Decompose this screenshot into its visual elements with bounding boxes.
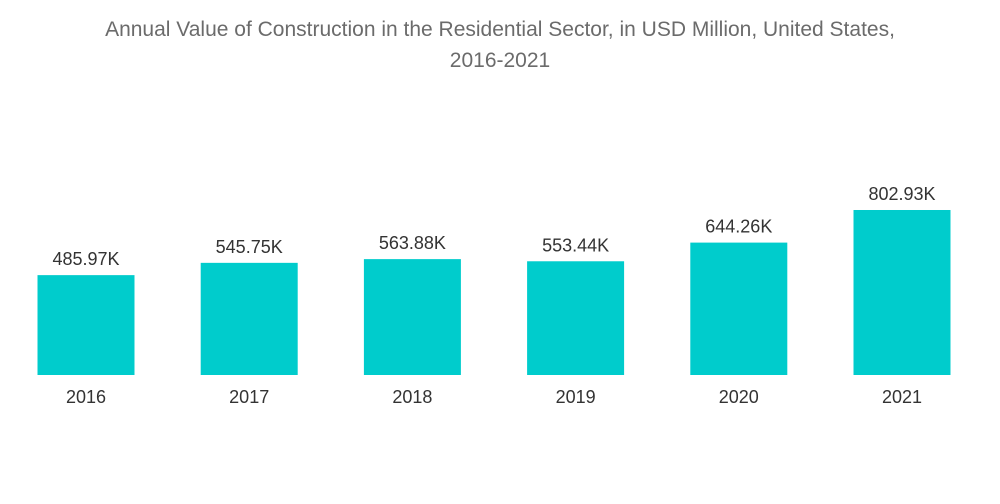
chart-title-line-2: 2016-2021 (449, 49, 551, 72)
bar-2016 (37, 275, 135, 375)
x-tick-label-2016: 2016 (66, 387, 106, 407)
x-tick-label-2021: 2021 (882, 387, 922, 407)
x-tick-label-2020: 2020 (719, 387, 759, 407)
bar-2020 (690, 242, 788, 375)
x-tick-label-2018: 2018 (392, 387, 432, 407)
value-label-2016: 485.97K (52, 249, 119, 269)
bar-2019 (527, 261, 625, 375)
x-tick-label-2017: 2017 (229, 387, 269, 407)
value-label-2018: 563.88K (379, 233, 446, 253)
bar-2017 (200, 262, 298, 375)
value-label-2017: 545.75K (216, 237, 283, 257)
value-label-2021: 802.93K (868, 184, 935, 204)
bar-2021 (853, 209, 951, 375)
value-label-2019: 553.44K (542, 235, 609, 255)
bar-2018 (363, 259, 461, 375)
x-tick-label-2019: 2019 (556, 387, 596, 407)
chart-title: Annual Value of Construction in the Resi… (0, 14, 1000, 76)
chart-title-line-1: Annual Value of Construction in the Resi… (105, 18, 895, 41)
value-label-2020: 644.26K (705, 217, 772, 237)
